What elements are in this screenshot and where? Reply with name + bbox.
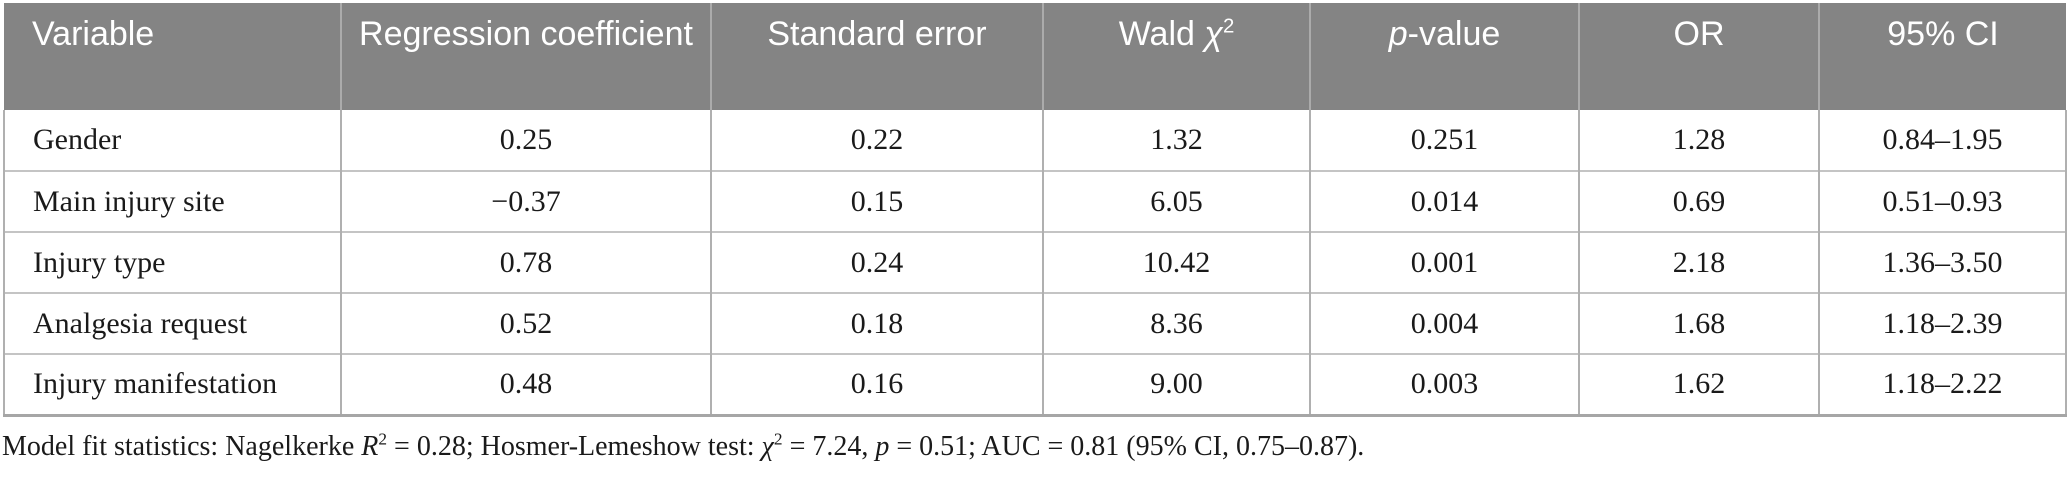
header-odds-ratio: OR bbox=[1578, 3, 1819, 110]
cell-regression-coefficient: 0.25 bbox=[340, 110, 711, 171]
table-row: Injury type 0.78 0.24 10.42 0.001 2.18 1.36–3.… bbox=[3, 231, 2067, 293]
table-row: Injury manifestation 0.48 0.16 9.00 0.003 1.6… bbox=[3, 353, 2067, 417]
cell-odds-ratio: 0.69 bbox=[1578, 170, 1819, 232]
table-row: Main injury site −0.37 0.15 6.05 0.014 0.69 0.… bbox=[3, 170, 2067, 232]
cell-p-value: 0.001 bbox=[1309, 231, 1579, 293]
cell-odds-ratio: 2.18 bbox=[1578, 231, 1819, 293]
cell-standard-error: 0.18 bbox=[710, 292, 1043, 354]
cell-ci-95: 0.84–1.95 bbox=[1818, 110, 2067, 171]
cell-p-value: 0.004 bbox=[1309, 292, 1579, 354]
table-row: Analgesia request 0.52 0.18 8.36 0.004 1.68 1.… bbox=[3, 292, 2067, 354]
cell-p-value: 0.014 bbox=[1309, 170, 1579, 232]
cell-ci-95: 0.51–0.93 bbox=[1818, 170, 2067, 232]
header-variable: Variable bbox=[4, 3, 341, 110]
cell-wald-chi-squared: 8.36 bbox=[1042, 292, 1310, 354]
header-standard-error: Standard error bbox=[710, 3, 1043, 110]
cell-standard-error: 0.15 bbox=[710, 170, 1043, 232]
header-regression-coefficient: Regression coefficient bbox=[340, 3, 711, 110]
table-figure: Variable Regression coefficient Standard e… bbox=[0, 3, 2068, 477]
cell-wald-chi-squared: 9.00 bbox=[1042, 353, 1310, 417]
cell-variable: Injury manifestation bbox=[3, 353, 341, 417]
cell-variable: Main injury site bbox=[3, 170, 341, 232]
cell-wald-chi-squared: 6.05 bbox=[1042, 170, 1310, 232]
cell-regression-coefficient: 0.48 bbox=[340, 353, 711, 417]
cell-regression-coefficient: 0.52 bbox=[340, 292, 711, 354]
cell-ci-95: 1.18–2.22 bbox=[1818, 353, 2067, 417]
cell-odds-ratio: 1.28 bbox=[1578, 110, 1819, 171]
cell-ci-95: 1.36–3.50 bbox=[1818, 231, 2067, 293]
header-ci-95: 95% CI bbox=[1818, 3, 2066, 110]
cell-ci-95: 1.18–2.39 bbox=[1818, 292, 2067, 354]
header-row: Variable Regression coefficient Standard e… bbox=[4, 3, 2066, 110]
cell-variable: Analgesia request bbox=[3, 292, 341, 354]
cell-variable: Injury type bbox=[3, 231, 341, 293]
cell-p-value: 0.251 bbox=[1309, 110, 1579, 171]
cell-wald-chi-squared: 1.32 bbox=[1042, 110, 1310, 171]
table-footnote: Model fit statistics: Nagelkerke R2 = 0.… bbox=[2, 429, 1365, 462]
header-wald-chi-squared: Wald χ2 bbox=[1042, 3, 1310, 110]
table-body: Gender 0.25 0.22 1.32 0.251 1.28 0.84–1.95 Main… bbox=[3, 110, 2067, 417]
cell-regression-coefficient: 0.78 bbox=[340, 231, 711, 293]
cell-standard-error: 0.24 bbox=[710, 231, 1043, 293]
cell-odds-ratio: 1.62 bbox=[1578, 353, 1819, 417]
cell-regression-coefficient: −0.37 bbox=[340, 170, 711, 232]
cell-p-value: 0.003 bbox=[1309, 353, 1579, 417]
logistic-regression-table: Variable Regression coefficient Standard e… bbox=[3, 3, 2067, 417]
table-header: Variable Regression coefficient Standard e… bbox=[4, 3, 2066, 110]
cell-standard-error: 0.16 bbox=[710, 353, 1043, 417]
header-p-value: p-value bbox=[1309, 3, 1579, 110]
table-row: Gender 0.25 0.22 1.32 0.251 1.28 0.84–1.95 bbox=[3, 110, 2067, 171]
cell-standard-error: 0.22 bbox=[710, 110, 1043, 171]
cell-odds-ratio: 1.68 bbox=[1578, 292, 1819, 354]
cell-variable: Gender bbox=[3, 110, 341, 171]
cell-wald-chi-squared: 10.42 bbox=[1042, 231, 1310, 293]
